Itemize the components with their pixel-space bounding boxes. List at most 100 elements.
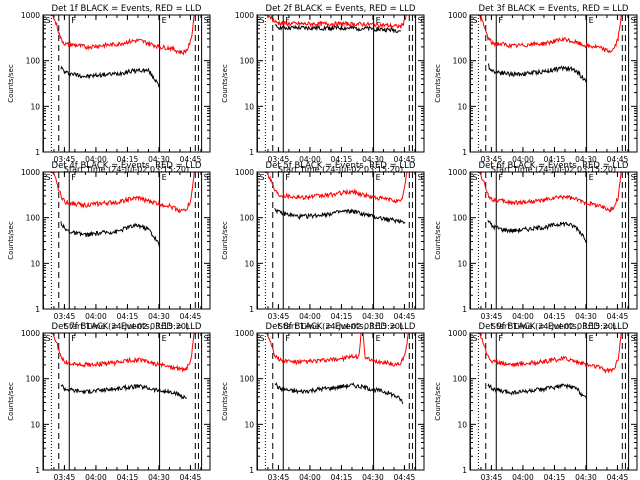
y-axis-label: Counts/sec — [434, 382, 442, 421]
marker-label: S — [472, 16, 477, 25]
plot-frame — [42, 14, 211, 153]
marker-label: S — [204, 173, 209, 182]
panel-det-1: Det 1f BLACK = Events, RED = LLD Counts/s… — [7, 4, 211, 174]
x-tick-label: 04:30 — [362, 155, 384, 164]
marker-label: E — [376, 16, 381, 25]
x-tick-label: 03:45 — [54, 155, 76, 164]
y-tick-label: 1000 — [448, 329, 467, 338]
x-tick-label: 04:45 — [394, 155, 416, 164]
marker-label: E — [376, 334, 381, 343]
y-tick-label: 10 — [30, 102, 40, 111]
y-tick-label: 10 — [457, 420, 467, 429]
y-tick-label: 100 — [26, 57, 41, 66]
plot-frame — [42, 171, 211, 310]
x-tick-label: 04:30 — [362, 473, 384, 480]
x-tick-label: 03:45 — [54, 473, 76, 480]
series-line-lld — [52, 14, 195, 56]
series-line-events — [60, 221, 161, 248]
x-tick-label: 04:45 — [394, 312, 416, 321]
panel-title: Det 2f BLACK = Events, RED = LLD — [266, 4, 416, 14]
marker-label: F — [71, 16, 76, 25]
y-tick-label: 10 — [244, 102, 254, 111]
series-line-lld — [266, 332, 409, 367]
series-line-lld — [266, 14, 407, 30]
x-tick-label: 04:00 — [299, 155, 321, 164]
x-tick-label: 04:15 — [117, 473, 139, 480]
panel-det-8: Det 8f BLACK = Events, RED = LLD Counts/s… — [221, 322, 425, 480]
panel-title: Det 8f BLACK = Events, RED = LLD — [266, 322, 416, 332]
marker-label: S — [418, 173, 423, 182]
marker-label: E — [162, 173, 167, 182]
panel-title: Det 6f BLACK = Events, RED = LLD — [479, 161, 629, 171]
panel-title: Det 7f BLACK = Events, RED = LLD — [52, 322, 202, 332]
y-axis-label: Counts/sec — [7, 382, 15, 421]
marker-label: E — [589, 16, 594, 25]
panel-det-7: Det 7f BLACK = Events, RED = LLD Counts/s… — [7, 322, 211, 480]
marker-label: S — [204, 334, 209, 343]
series-line-events — [487, 219, 587, 243]
x-tick-label: 04:15 — [117, 312, 139, 321]
series-line-lld — [266, 171, 408, 204]
x-tick-label: 04:00 — [85, 473, 107, 480]
y-axis-label: Counts/sec — [7, 64, 15, 103]
marker-label: F — [498, 334, 503, 343]
x-tick-label: 04:30 — [148, 473, 170, 480]
x-tick-label: 04:15 — [331, 473, 353, 480]
marker-label: F — [71, 173, 76, 182]
plot-frame — [256, 14, 425, 153]
x-tick-label: 04:00 — [512, 155, 534, 164]
marker-label: S — [45, 334, 50, 343]
panel-det-3: Det 3f BLACK = Events, RED = LLD Counts/s… — [434, 4, 638, 174]
marker-label: F — [285, 334, 290, 343]
marker-label: S — [204, 16, 209, 25]
panel-title: Det 5f BLACK = Events, RED = LLD — [266, 161, 416, 171]
series-line-events — [60, 383, 188, 400]
plot-frame — [469, 332, 638, 471]
x-tick-label: 04:30 — [575, 312, 597, 321]
y-tick-label: 1 — [462, 305, 467, 314]
y-tick-label: 1 — [35, 148, 40, 157]
y-tick-label: 1 — [35, 305, 40, 314]
x-tick-label: 04:45 — [607, 155, 629, 164]
x-tick-label: 04:00 — [299, 312, 321, 321]
y-tick-label: 100 — [240, 375, 255, 384]
panel-det-4: Det 4f BLACK = Events, RED = LLD Counts/s… — [7, 161, 211, 331]
x-tick-label: 04:15 — [331, 155, 353, 164]
x-tick-label: 04:00 — [299, 473, 321, 480]
plot-frame — [469, 14, 638, 153]
marker-label: E — [589, 173, 594, 182]
y-tick-label: 10 — [244, 259, 254, 268]
panel-det-9: Det 9f BLACK = Events, RED = LLD Counts/s… — [434, 322, 638, 480]
panel-title: Det 4f BLACK = Events, RED = LLD — [52, 161, 202, 171]
series-line-lld — [52, 332, 195, 373]
y-tick-label: 10 — [457, 259, 467, 268]
y-tick-label: 100 — [26, 375, 41, 384]
marker-label: S — [259, 173, 264, 182]
y-axis-label: Counts/sec — [221, 221, 229, 260]
x-tick-label: 04:15 — [117, 155, 139, 164]
y-axis-label: Counts/sec — [221, 64, 229, 103]
x-tick-label: 04:15 — [331, 312, 353, 321]
plot-frame — [256, 171, 425, 310]
x-axis-label: Start Time (24-Jul-02 03:15:20) — [491, 322, 616, 331]
series-line-events — [60, 65, 160, 88]
y-tick-label: 1 — [35, 466, 40, 475]
x-axis-label: Start Time (24-Jul-02 03:15:20) — [278, 165, 403, 174]
plot-frame — [42, 332, 211, 471]
panel-title: Det 3f BLACK = Events, RED = LLD — [479, 4, 629, 14]
x-tick-label: 04:00 — [85, 155, 107, 164]
y-tick-label: 10 — [30, 420, 40, 429]
marker-label: F — [71, 334, 76, 343]
x-tick-label: 04:00 — [512, 312, 534, 321]
y-tick-label: 10 — [244, 420, 254, 429]
marker-label: S — [259, 16, 264, 25]
plot-frame — [256, 332, 425, 471]
x-tick-label: 04:15 — [544, 155, 566, 164]
x-tick-label: 03:45 — [268, 155, 290, 164]
panel-title: Det 1f BLACK = Events, RED = LLD — [52, 4, 202, 14]
y-tick-label: 100 — [240, 57, 255, 66]
marker-label: S — [45, 173, 50, 182]
x-tick-label: 03:45 — [481, 312, 503, 321]
series-line-lld — [52, 171, 195, 214]
